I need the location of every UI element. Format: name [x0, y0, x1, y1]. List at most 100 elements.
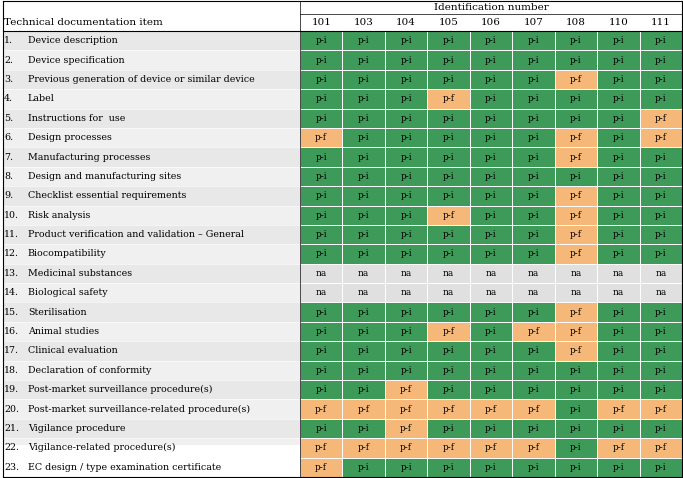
- Text: p-i: p-i: [358, 308, 370, 316]
- Text: Previous generation of device or similar device: Previous generation of device or similar…: [28, 75, 255, 84]
- Text: p-i: p-i: [400, 133, 412, 142]
- Bar: [639, 380, 682, 400]
- Bar: [300, 167, 342, 186]
- Bar: [512, 89, 555, 109]
- Text: Design processes: Design processes: [28, 133, 112, 142]
- Text: 18.: 18.: [4, 366, 19, 375]
- Bar: [3, 31, 300, 50]
- Bar: [300, 1, 682, 14]
- Bar: [470, 128, 512, 147]
- Bar: [597, 457, 639, 477]
- Bar: [428, 147, 470, 167]
- Bar: [385, 225, 428, 244]
- Text: p-i: p-i: [528, 75, 540, 84]
- Text: p-i: p-i: [613, 36, 624, 45]
- Bar: [342, 264, 385, 283]
- Text: na: na: [316, 288, 327, 297]
- Text: p-i: p-i: [655, 152, 667, 162]
- Text: p-i: p-i: [443, 191, 454, 200]
- Text: p-i: p-i: [613, 133, 624, 142]
- Bar: [555, 341, 597, 361]
- Text: p-i: p-i: [400, 250, 412, 259]
- Bar: [597, 147, 639, 167]
- Bar: [470, 322, 512, 341]
- Bar: [300, 400, 342, 419]
- Bar: [512, 322, 555, 341]
- Text: p-f: p-f: [655, 444, 667, 452]
- Text: na: na: [400, 269, 412, 278]
- Text: p-i: p-i: [613, 191, 624, 200]
- Text: p-i: p-i: [655, 250, 667, 259]
- Bar: [300, 147, 342, 167]
- Bar: [555, 167, 597, 186]
- Bar: [385, 244, 428, 264]
- Text: p-i: p-i: [528, 230, 540, 239]
- Bar: [597, 186, 639, 206]
- Text: p-i: p-i: [655, 308, 667, 316]
- Text: p-f: p-f: [400, 405, 412, 413]
- Text: p-i: p-i: [528, 366, 540, 375]
- Bar: [385, 89, 428, 109]
- Text: p-i: p-i: [528, 36, 540, 45]
- Text: p-i: p-i: [358, 55, 370, 65]
- Bar: [385, 438, 428, 457]
- Text: p-i: p-i: [316, 94, 327, 103]
- Bar: [342, 457, 385, 477]
- Bar: [555, 264, 597, 283]
- Bar: [470, 264, 512, 283]
- Text: p-f: p-f: [400, 424, 412, 433]
- Bar: [597, 264, 639, 283]
- Text: p-i: p-i: [443, 36, 454, 45]
- Text: na: na: [528, 269, 539, 278]
- Text: p-i: p-i: [655, 385, 667, 394]
- Text: na: na: [655, 288, 667, 297]
- Bar: [470, 225, 512, 244]
- Text: p-i: p-i: [316, 366, 327, 375]
- Text: p-i: p-i: [570, 405, 582, 413]
- Bar: [639, 225, 682, 244]
- Text: p-i: p-i: [485, 75, 497, 84]
- Bar: [385, 264, 428, 283]
- Bar: [597, 244, 639, 264]
- Text: 9.: 9.: [4, 191, 13, 200]
- Bar: [300, 322, 342, 341]
- Text: p-f: p-f: [570, 250, 582, 259]
- Text: p-i: p-i: [655, 211, 667, 220]
- Bar: [300, 128, 342, 147]
- Text: Declaration of conformity: Declaration of conformity: [28, 366, 152, 375]
- Text: p-i: p-i: [528, 94, 540, 103]
- Text: p-i: p-i: [613, 55, 624, 65]
- Bar: [512, 419, 555, 438]
- Bar: [342, 31, 385, 50]
- Bar: [470, 206, 512, 225]
- Text: p-f: p-f: [443, 444, 455, 452]
- Text: p-i: p-i: [528, 114, 540, 123]
- Text: p-i: p-i: [400, 366, 412, 375]
- Bar: [428, 206, 470, 225]
- Text: p-i: p-i: [613, 75, 624, 84]
- Text: p-f: p-f: [527, 405, 540, 413]
- Bar: [428, 128, 470, 147]
- Text: Biological safety: Biological safety: [28, 288, 108, 297]
- Text: 6.: 6.: [4, 133, 13, 142]
- Bar: [470, 457, 512, 477]
- Text: p-i: p-i: [358, 75, 370, 84]
- Text: na: na: [613, 269, 624, 278]
- Bar: [342, 419, 385, 438]
- Bar: [597, 361, 639, 380]
- Text: p-i: p-i: [613, 327, 624, 336]
- Bar: [597, 225, 639, 244]
- Text: p-i: p-i: [400, 308, 412, 316]
- Text: p-i: p-i: [443, 55, 454, 65]
- Bar: [555, 322, 597, 341]
- Text: p-i: p-i: [316, 424, 327, 433]
- Text: Manufacturing processes: Manufacturing processes: [28, 152, 150, 162]
- Bar: [342, 206, 385, 225]
- Bar: [512, 341, 555, 361]
- Text: p-i: p-i: [443, 133, 454, 142]
- Bar: [385, 380, 428, 400]
- Text: 22.: 22.: [4, 444, 19, 452]
- Bar: [3, 438, 300, 457]
- Text: p-i: p-i: [316, 114, 327, 123]
- Bar: [470, 89, 512, 109]
